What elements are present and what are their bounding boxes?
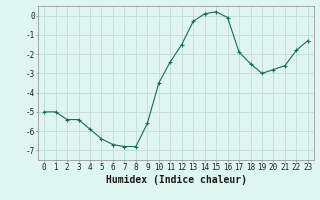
X-axis label: Humidex (Indice chaleur): Humidex (Indice chaleur) xyxy=(106,175,246,185)
